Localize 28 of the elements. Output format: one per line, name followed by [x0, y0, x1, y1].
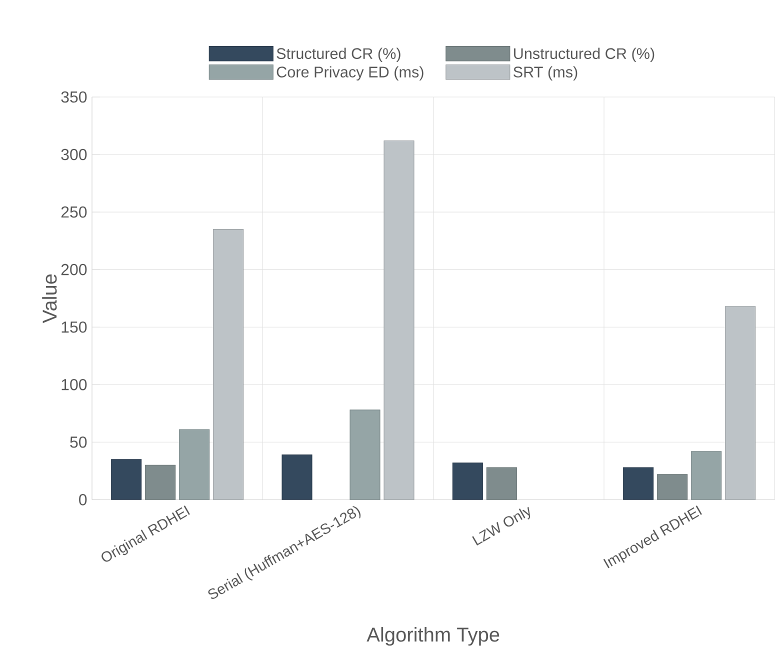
legend-label: Core Privacy ED (ms)	[276, 66, 424, 80]
bar	[623, 467, 654, 500]
bar	[486, 467, 517, 500]
x-tick-label: LZW Only	[472, 506, 530, 546]
y-tick-label: 250	[61, 206, 87, 218]
x-axis-title: Algorithm Type	[366, 627, 500, 646]
bar	[691, 451, 722, 500]
y-tick-label: 200	[61, 264, 87, 276]
y-tick-label: 50	[70, 436, 87, 448]
bar	[725, 306, 756, 500]
legend-label: Unstructured CR (%)	[514, 48, 654, 62]
bar	[350, 410, 380, 500]
bar	[213, 229, 244, 500]
bar	[145, 464, 176, 500]
y-tick-label: 100	[62, 378, 87, 390]
y-axis-title: Value	[42, 274, 57, 324]
y-tick-label: 350	[61, 91, 87, 103]
bar	[384, 140, 414, 500]
bar	[111, 459, 142, 500]
legend-label: SRT (ms)	[514, 66, 578, 80]
bar	[282, 454, 312, 500]
legend-label: Structured CR (%)	[276, 48, 400, 62]
bar	[657, 474, 688, 500]
bar	[179, 429, 210, 500]
y-tick-label: 0	[79, 494, 87, 506]
bar	[452, 462, 483, 500]
y-tick-label: 150	[62, 321, 87, 333]
y-tick-label: 300	[61, 148, 87, 160]
